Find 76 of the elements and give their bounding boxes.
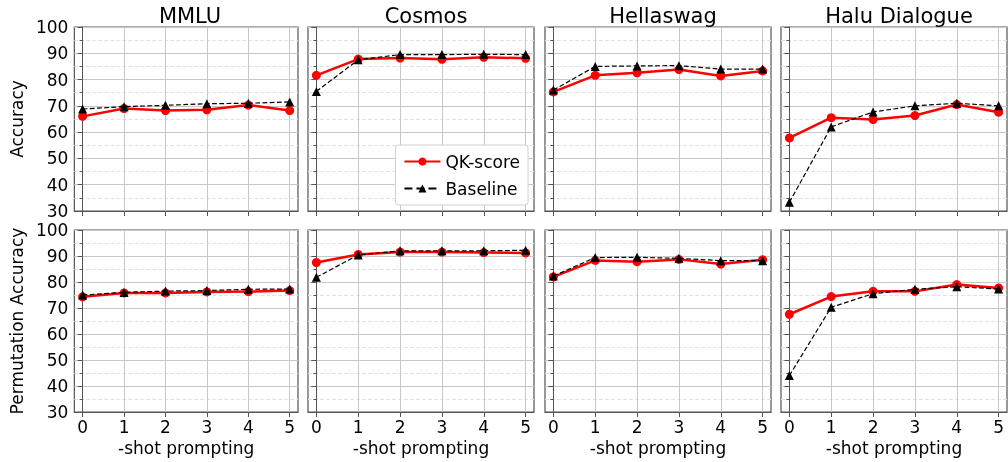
x-tick-label: 3 [436, 416, 448, 437]
y-tick-label: 60 [46, 324, 69, 344]
y-tick-label: 70 [46, 298, 69, 318]
x-axis-title: -shot prompting [589, 438, 727, 459]
point [784, 197, 794, 207]
x-tick-label: 0 [547, 416, 559, 437]
y-tick-label: 90 [46, 43, 69, 64]
y-tick-label: 40 [46, 174, 69, 195]
x-tick-label: 5 [520, 416, 532, 437]
point [78, 104, 88, 114]
x-tick-label: 2 [160, 416, 171, 437]
x-tick-label: 1 [352, 416, 364, 437]
x-tick-label: 2 [631, 416, 643, 437]
point [674, 61, 684, 71]
chart-title: Halu Dialogue [825, 3, 973, 28]
x-tick-label: 3 [673, 416, 685, 437]
chart-title: Hellaswag [609, 3, 717, 28]
point [311, 70, 321, 80]
x-tick-label: 1 [589, 416, 601, 437]
y-tick-label: 70 [46, 95, 69, 116]
x-axis-title: -shot prompting [825, 438, 963, 459]
point [716, 64, 726, 74]
y-tick-label: 30 [46, 402, 69, 422]
legend-label: Baseline [445, 178, 518, 199]
point [868, 115, 878, 125]
y-tick-label: 40 [46, 376, 69, 396]
chart-title: MMLU [158, 3, 222, 28]
point [437, 50, 447, 60]
point [632, 252, 642, 262]
x-tick-label: 2 [867, 416, 879, 437]
y-tick-label: 50 [46, 148, 69, 169]
x-tick-label: 5 [284, 416, 296, 437]
x-tick-label: 4 [951, 416, 963, 437]
point [311, 86, 321, 96]
point [311, 258, 321, 267]
point [311, 272, 321, 282]
x-tick-label: 0 [310, 416, 322, 437]
point [784, 309, 794, 319]
x-tick-label: 5 [757, 416, 769, 437]
point [910, 111, 920, 121]
point [784, 133, 794, 143]
y-tick-label: 50 [46, 350, 69, 370]
chart-title: Cosmos [384, 3, 468, 28]
point [202, 99, 212, 109]
y-tick-label: 30 [46, 201, 69, 221]
y-tick-label: 60 [46, 122, 69, 143]
y-tick-label: 80 [46, 69, 69, 90]
y-tick-label: 90 [46, 246, 69, 266]
x-tick-label: 1 [118, 416, 130, 437]
x-tick-label: 3 [909, 416, 921, 437]
y-tick-label: 80 [46, 272, 69, 292]
x-tick-label: 0 [783, 416, 795, 437]
x-tick-label: 3 [201, 416, 213, 437]
x-tick-label: 1 [825, 416, 837, 437]
point [784, 371, 794, 381]
x-tick-label: 0 [77, 416, 89, 437]
point [590, 61, 600, 71]
legend-label: QK-score [445, 151, 520, 172]
y-tick-label: 100 [35, 220, 69, 240]
point [826, 113, 836, 123]
point [285, 106, 295, 116]
x-tick-label: 4 [242, 416, 254, 437]
y-tick-label: 100 [35, 17, 69, 37]
x-axis-title: -shot prompting [352, 438, 490, 459]
x-axis-title: -shot prompting [117, 438, 255, 459]
point [910, 101, 920, 111]
point [826, 302, 836, 312]
x-tick-label: 2 [394, 416, 406, 437]
x-tick-label: 5 [993, 416, 1005, 437]
y-axis-title: Permutation Accuracy [6, 227, 27, 415]
point [590, 70, 600, 80]
point [160, 100, 170, 110]
point [826, 292, 836, 302]
x-tick-label: 4 [715, 416, 727, 437]
y-axis-title: Accuracy [6, 80, 27, 158]
x-tick-label: 4 [478, 416, 490, 437]
